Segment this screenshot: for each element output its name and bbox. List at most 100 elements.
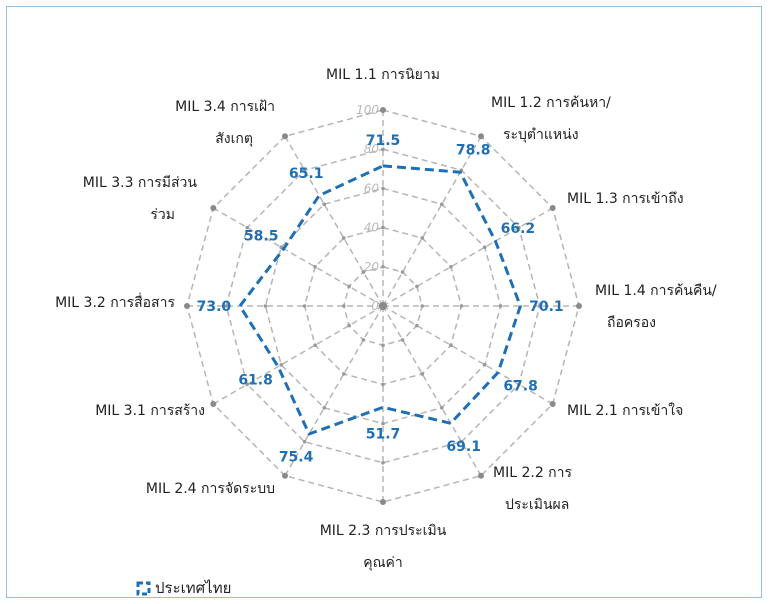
grid-marker — [381, 186, 385, 191]
tick-label-40: 40 — [364, 221, 380, 235]
value-label-12: 65.1 — [289, 166, 324, 182]
grid-marker — [224, 304, 228, 308]
grid-marker — [483, 363, 487, 367]
grid-marker — [538, 304, 542, 308]
grid-marker — [302, 440, 307, 444]
grid-marker — [282, 472, 288, 479]
grid-marker — [498, 304, 503, 308]
axis-label-10: MIL 3.2 การสื่อสาร — [55, 293, 175, 311]
value-label-10: 73.0 — [197, 299, 232, 315]
grid-marker — [459, 440, 464, 444]
grid-marker — [263, 304, 268, 308]
grid-marker — [483, 245, 487, 249]
series-line-1 — [238, 164, 522, 436]
spoke-6 — [382, 305, 482, 477]
grid-marker — [415, 284, 419, 289]
grid-marker — [400, 270, 405, 274]
grid-marker — [449, 343, 453, 348]
tick-label-20: 20 — [364, 260, 380, 274]
grid-marker — [245, 382, 249, 387]
grid-marker — [549, 401, 556, 407]
value-label-1: 71.5 — [366, 133, 401, 149]
grid-marker — [380, 107, 386, 113]
grid-marker — [245, 225, 249, 230]
grid-marker — [282, 133, 288, 140]
spoke-11 — [212, 207, 384, 307]
spoke-8 — [284, 305, 384, 477]
grid-marker — [279, 245, 284, 249]
tick-label-80: 80 — [364, 142, 380, 156]
grid-marker — [381, 382, 385, 387]
value-label-6: 69.1 — [446, 439, 481, 455]
tick-label-60: 60 — [364, 181, 380, 195]
grid-marker — [210, 401, 217, 407]
grid-marker — [449, 265, 453, 269]
grid-marker — [381, 421, 385, 426]
grid-marker — [313, 343, 317, 348]
grid-marker — [381, 265, 385, 269]
value-label-8: 75.4 — [279, 450, 314, 466]
grid-marker — [381, 343, 385, 348]
grid-marker — [184, 303, 190, 309]
axis-label-11: MIL 3.3 การมีส่วนร่วม — [83, 175, 198, 223]
grid-marker — [420, 372, 425, 376]
grid-marker — [313, 265, 317, 269]
grid-marker — [478, 133, 484, 140]
grid-marker — [347, 323, 351, 328]
value-label-3: 66.2 — [501, 221, 536, 237]
legend-label: ประเทศไทย — [155, 579, 231, 597]
grid-marker — [549, 205, 556, 211]
grid-marker — [440, 202, 444, 206]
axis-label-12: MIL 3.4 การเฝ้าสังเกตุ — [175, 99, 275, 147]
grid-marker — [415, 323, 419, 328]
spoke-2 — [382, 135, 482, 307]
radar-chart: 0 20 40 60 80 100 71.5 78.8 66.2 70.1 67.8 69.1 51.7… — [55, 67, 717, 597]
grid-marker — [420, 304, 425, 308]
value-label-5: 67.8 — [503, 378, 538, 394]
grid-marker — [302, 304, 307, 308]
grid-marker — [322, 406, 327, 410]
grid-marker — [361, 338, 366, 342]
spoke-3 — [382, 207, 554, 307]
spoke-12 — [284, 135, 384, 307]
axis-label-6: MIL 2.2 การประเมินผล — [493, 465, 573, 513]
grid-marker — [400, 338, 405, 342]
grid-marker — [517, 225, 521, 230]
grid-marker — [517, 382, 521, 387]
chart-frame: 0 20 40 60 80 100 71.5 78.8 66.2 70.1 67.8 69.1 51.7… — [6, 6, 762, 598]
value-label-9: 61.8 — [238, 373, 273, 389]
axis-label-3: MIL 1.3 การเข้าถึง — [567, 191, 684, 207]
value-label-7: 51.7 — [366, 426, 401, 442]
grid-marker — [361, 270, 366, 274]
axis-label-1: MIL 1.1 การนิยาม — [326, 67, 440, 83]
value-label-2: 78.8 — [456, 143, 491, 159]
axis-label-2: MIL 1.2 การค้นหา/ระบุตำแหน่ง — [491, 95, 611, 143]
value-label-4: 70.1 — [529, 299, 564, 315]
grid-marker — [342, 304, 346, 308]
tick-label-100: 100 — [356, 103, 379, 117]
grid-marker — [322, 202, 327, 206]
grid-marker — [420, 236, 425, 240]
legend: ประเทศไทย — [136, 579, 231, 597]
axis-label-8: MIL 2.4 การจัดระบบ — [146, 481, 275, 497]
grid-marker — [381, 225, 385, 230]
value-label-11: 58.5 — [244, 229, 279, 245]
grid-marker — [279, 363, 284, 367]
axis-label-5: MIL 2.1 การเข้าใจ — [567, 402, 683, 419]
grid-marker — [381, 461, 385, 465]
grid-marker — [576, 303, 582, 309]
grid-marker — [342, 372, 346, 376]
axis-label-4: MIL 1.4 การค้นคืน/ถือครอง — [595, 283, 717, 331]
grid-marker — [381, 147, 385, 151]
grid-marker — [210, 205, 217, 211]
spoke-9 — [212, 305, 384, 405]
grid-marker — [342, 236, 346, 240]
axis-label-9: MIL 3.1 การสร้าง — [95, 403, 205, 419]
grid-marker — [440, 406, 444, 410]
grid-marker — [459, 304, 464, 308]
center-point — [379, 302, 387, 310]
grid-marker — [302, 168, 307, 172]
grid-marker — [478, 472, 484, 479]
grid-marker — [380, 499, 386, 505]
grid-marker — [347, 284, 351, 289]
